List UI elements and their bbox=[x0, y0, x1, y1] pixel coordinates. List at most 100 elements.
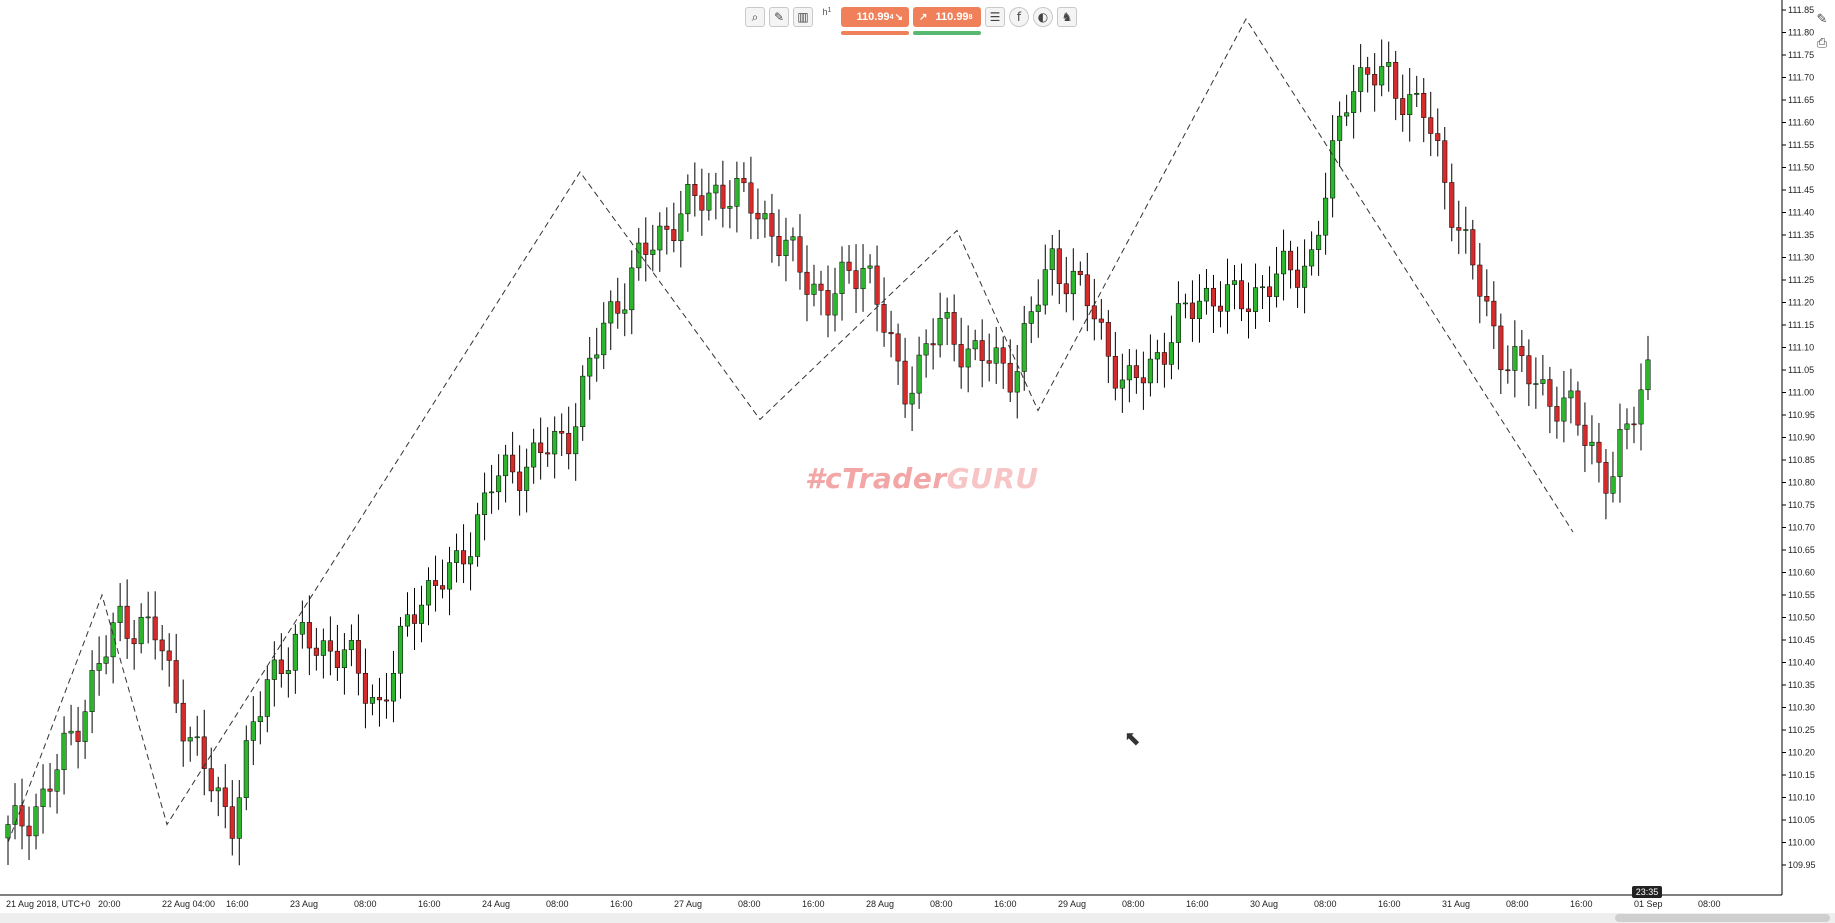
watermark: #cTraderGURU bbox=[805, 462, 1039, 495]
candle-body bbox=[909, 392, 915, 405]
candle-body bbox=[1526, 355, 1532, 385]
drawing-tools-icon[interactable]: ✎ bbox=[769, 7, 789, 27]
candle-body bbox=[1365, 67, 1371, 75]
trader-icon[interactable]: ♞ bbox=[1057, 7, 1077, 27]
candle-body bbox=[1519, 346, 1525, 356]
candle-body bbox=[958, 344, 964, 368]
candle-body bbox=[1309, 249, 1315, 267]
x-tick-label: 08:00 bbox=[1122, 899, 1145, 909]
candle-body bbox=[1168, 342, 1174, 365]
candle-body bbox=[334, 650, 340, 668]
candle-body bbox=[615, 301, 621, 314]
candle-body bbox=[1077, 270, 1083, 276]
y-tick-label: 110.35 bbox=[1788, 680, 1815, 690]
candle-body bbox=[713, 184, 719, 194]
candle-body bbox=[1477, 264, 1483, 297]
candle-body bbox=[895, 333, 901, 362]
sell-button[interactable]: 110.99 4 ↘ bbox=[841, 7, 909, 35]
candle-body bbox=[1575, 390, 1581, 426]
candle-body bbox=[538, 442, 544, 453]
candle-body bbox=[1330, 140, 1336, 199]
y-tick-label: 110.15 bbox=[1788, 770, 1815, 780]
x-tick-label: 28 Aug bbox=[866, 899, 894, 909]
horizontal-scrollbar[interactable] bbox=[0, 913, 1835, 923]
candle-body bbox=[1196, 300, 1202, 319]
candle-body bbox=[264, 679, 270, 717]
candle-body bbox=[1596, 441, 1602, 463]
buy-indicator-bar bbox=[913, 31, 981, 35]
candle-body bbox=[82, 711, 88, 742]
candle-body bbox=[1617, 429, 1623, 477]
timeframe-value: 1 bbox=[827, 7, 832, 14]
candle-body bbox=[797, 236, 803, 273]
facebook-icon[interactable]: f bbox=[1009, 7, 1029, 27]
candle-body bbox=[1091, 305, 1097, 320]
y-tick-label: 110.70 bbox=[1788, 523, 1815, 533]
camera-icon[interactable]: ⎙ bbox=[1816, 35, 1828, 51]
candle-body bbox=[1238, 280, 1245, 310]
candle-body bbox=[685, 184, 691, 215]
candle-body bbox=[531, 442, 537, 468]
buy-button[interactable]: ↗ 110.99 8 bbox=[913, 7, 981, 35]
candle-body bbox=[89, 670, 95, 712]
candle-body bbox=[103, 656, 109, 664]
candle-body bbox=[1014, 371, 1020, 393]
candle-body bbox=[1231, 280, 1238, 285]
candle-body bbox=[1175, 303, 1181, 343]
candle-body bbox=[54, 769, 60, 792]
candle-body bbox=[1021, 323, 1027, 372]
y-tick-label: 111.60 bbox=[1788, 118, 1814, 128]
candle-body bbox=[138, 616, 144, 645]
indicators-icon[interactable]: ☰ bbox=[985, 7, 1005, 27]
candle-body bbox=[397, 625, 404, 674]
sell-arrow-icon: ↘ bbox=[894, 11, 903, 23]
candle-body bbox=[853, 270, 859, 290]
theme-icon[interactable]: ◐ bbox=[1033, 7, 1053, 27]
candle-body bbox=[580, 375, 586, 427]
candle-body bbox=[1533, 383, 1539, 385]
mouse-cursor-icon: ⬉ bbox=[1124, 726, 1141, 750]
y-tick-label: 110.45 bbox=[1788, 635, 1815, 645]
y-tick-label: 110.00 bbox=[1788, 838, 1815, 848]
y-tick-label: 111.85 bbox=[1788, 5, 1814, 15]
x-tick-label: 16:00 bbox=[1378, 899, 1401, 909]
sell-indicator-bar bbox=[841, 31, 909, 35]
candle-body bbox=[1182, 302, 1188, 305]
candle-body bbox=[208, 768, 214, 792]
candle-body bbox=[348, 640, 354, 651]
y-tick-label: 111.40 bbox=[1788, 208, 1814, 218]
candle-body bbox=[475, 514, 481, 557]
buy-price-sup: 8 bbox=[968, 13, 973, 21]
candle-body bbox=[1217, 305, 1224, 312]
candle-body bbox=[159, 639, 165, 652]
candle-body bbox=[1252, 287, 1259, 312]
candle-body bbox=[1407, 94, 1413, 116]
candle-body bbox=[166, 650, 172, 661]
zoom-icon[interactable]: ⌕ bbox=[745, 7, 765, 27]
candle-body bbox=[1428, 117, 1434, 134]
candle-body bbox=[867, 265, 873, 269]
candle-body bbox=[916, 354, 922, 394]
candle-body bbox=[1631, 423, 1637, 426]
candle-body bbox=[1484, 295, 1490, 302]
candle-body bbox=[68, 730, 74, 734]
candle-body bbox=[1189, 302, 1195, 319]
candle-body bbox=[306, 622, 312, 649]
y-tick-label: 111.80 bbox=[1788, 28, 1814, 38]
edit-icon[interactable]: ✎ bbox=[1816, 11, 1828, 27]
candle-body bbox=[1070, 270, 1076, 295]
candle-body bbox=[755, 212, 761, 220]
candle-body bbox=[846, 261, 852, 271]
candle-body bbox=[1323, 197, 1329, 236]
y-tick-label: 110.90 bbox=[1788, 433, 1815, 443]
chart-type-icon[interactable]: ▥ bbox=[793, 7, 813, 27]
candle-body bbox=[1267, 286, 1273, 297]
candle-body bbox=[622, 309, 628, 314]
buy-arrow-icon: ↗ bbox=[919, 11, 928, 23]
scroll-thumb[interactable] bbox=[1615, 914, 1830, 922]
x-tick-label: 21 Aug 2018, UTC+0 bbox=[6, 899, 90, 909]
